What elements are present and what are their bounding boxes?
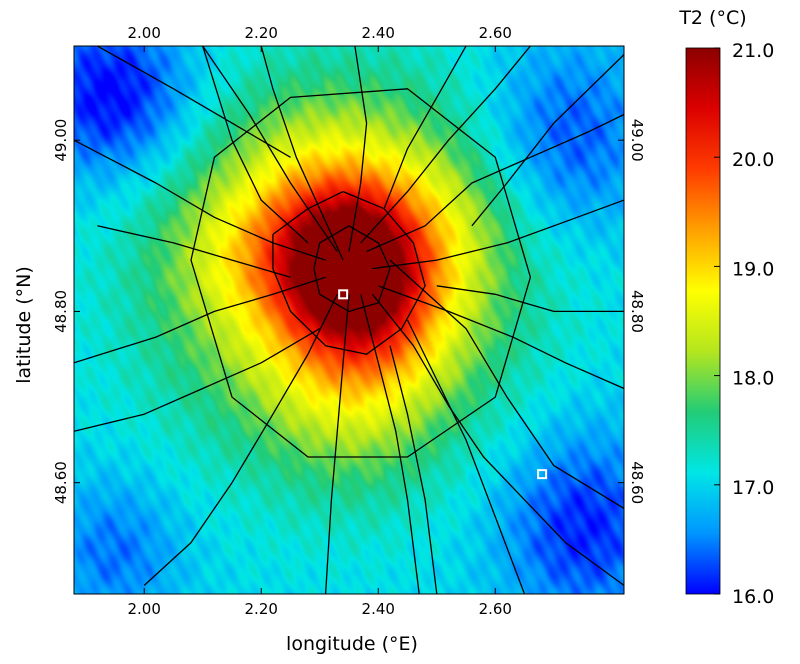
x-tick-label-top: 2.20 <box>245 24 278 42</box>
x-tick-label-bottom: 2.20 <box>245 600 278 618</box>
road-line-14 <box>389 259 624 509</box>
y-tick-label-left: 48.80 <box>52 290 70 333</box>
road-line-2 <box>348 46 368 252</box>
x-tick-label-bottom: 2.00 <box>128 600 161 618</box>
road-line-13 <box>202 46 338 252</box>
station-marker-1 <box>338 289 349 300</box>
x-tick-label-top: 2.60 <box>479 24 512 42</box>
x-axis-label: longitude (°E) <box>286 633 418 655</box>
x-tick-label-top: 2.00 <box>128 24 161 42</box>
y-axis-label: latitude (°N) <box>13 266 35 383</box>
road-line-8 <box>360 294 420 594</box>
road-line-20 <box>436 285 624 313</box>
road-line-4 <box>366 113 624 253</box>
plot-frame <box>73 45 625 595</box>
x-tick-label-bottom: 2.40 <box>362 600 395 618</box>
road-line-25 <box>383 46 467 209</box>
colorbar-tick-label: 18.0 <box>732 368 774 390</box>
road-line-11 <box>74 276 326 364</box>
colorbar-gradient <box>685 47 721 595</box>
road-line-18 <box>389 345 438 594</box>
colorbar-tick-label: 17.0 <box>732 477 774 499</box>
x-tick-label-top: 2.40 <box>362 24 395 42</box>
y-tick-label-left: 48.60 <box>52 461 70 504</box>
y-tick-label-left: 49.00 <box>52 119 70 162</box>
road-line-24 <box>97 46 291 158</box>
temperature-heat-field <box>74 46 624 594</box>
x-axis-ticks: 2.00 2.00 2.20 2.20 2.40 2.40 2.60 2.60 <box>128 24 512 618</box>
road-line-15 <box>202 46 309 244</box>
road-line-17 <box>74 328 321 432</box>
x-tick-label-bottom: 2.60 <box>479 600 512 618</box>
y-tick-label-right: 49.00 <box>628 119 646 162</box>
road-line-16 <box>97 225 291 278</box>
road-network <box>74 46 624 594</box>
colorbar-tick-label: 19.0 <box>732 258 774 280</box>
colorbar: T2 (°C) 16.0 17.0 18.0 19.0 20.0 21.0 <box>678 7 774 608</box>
plot-area <box>73 45 625 595</box>
road-line-21 <box>272 190 426 355</box>
road-line-22 <box>313 225 391 313</box>
colorbar-tick-label: 16.0 <box>732 586 774 608</box>
colorbar-tick-label: 21.0 <box>732 40 774 62</box>
road-line-23 <box>190 88 532 458</box>
y-tick-label-right: 48.60 <box>628 461 646 504</box>
road-line-1 <box>260 46 344 261</box>
road-line-12 <box>74 139 326 261</box>
colorbar-tick-label: 20.0 <box>732 149 774 171</box>
station-markers <box>338 289 548 480</box>
station-marker-2 <box>537 469 548 480</box>
road-line-10 <box>143 294 338 586</box>
road-line-7 <box>371 293 624 586</box>
road-line-5 <box>372 199 624 270</box>
road-line-3 <box>360 46 531 244</box>
road-line-26 <box>471 54 624 227</box>
road-line-9 <box>324 294 350 594</box>
road-line-19 <box>406 319 526 594</box>
colorbar-ticks: 16.0 17.0 18.0 19.0 20.0 21.0 <box>714 40 774 608</box>
y-tick-label-right: 48.80 <box>628 290 646 333</box>
colorbar-title: T2 (°C) <box>678 7 746 29</box>
y-axis-ticks: 48.60 48.60 48.80 48.80 49.00 49.00 <box>52 119 646 504</box>
